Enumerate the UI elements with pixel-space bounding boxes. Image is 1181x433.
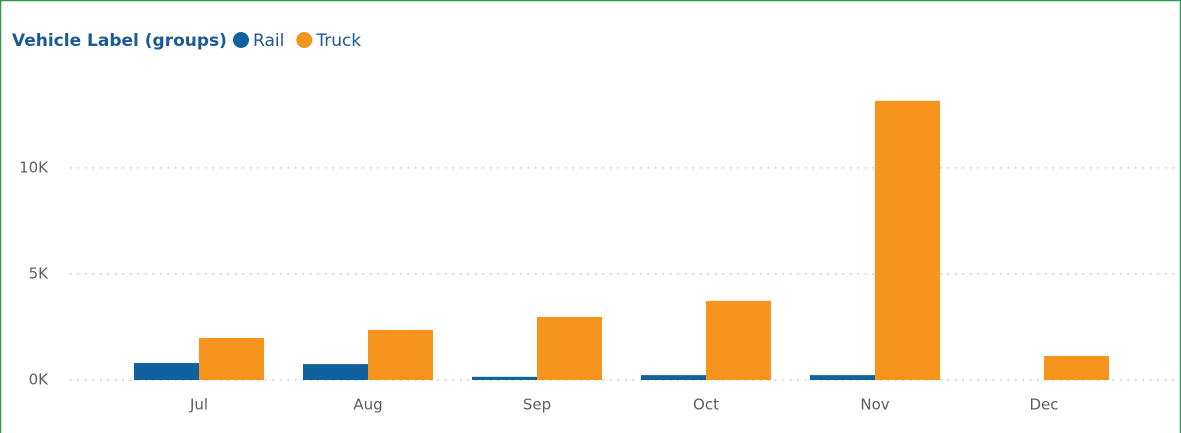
legend-title: Vehicle Label (groups) xyxy=(12,31,227,51)
x-tick-label: Sep xyxy=(523,396,551,414)
bar xyxy=(875,100,940,380)
legend-marker xyxy=(296,32,313,48)
bar xyxy=(199,337,264,380)
bar xyxy=(641,375,706,380)
x-tick-label: Dec xyxy=(1029,396,1058,414)
bar xyxy=(706,300,771,380)
x-tick-label: Oct xyxy=(693,396,719,414)
bar xyxy=(303,364,368,380)
bar xyxy=(537,316,602,380)
legend-label: Truck xyxy=(315,31,361,51)
bar xyxy=(368,329,433,380)
bar xyxy=(1044,356,1109,380)
bar xyxy=(134,363,199,380)
x-tick-label: Aug xyxy=(353,396,382,414)
legend-label: Rail xyxy=(253,31,284,51)
y-tick-label: 5K xyxy=(29,264,50,282)
bar xyxy=(810,375,875,380)
y-tick-label: 10K xyxy=(19,158,49,176)
x-tick-label: Jul xyxy=(189,396,208,414)
bar xyxy=(472,376,537,380)
x-tick-label: Nov xyxy=(860,396,889,414)
legend-marker xyxy=(233,32,249,48)
y-tick-label: 0K xyxy=(29,371,50,389)
